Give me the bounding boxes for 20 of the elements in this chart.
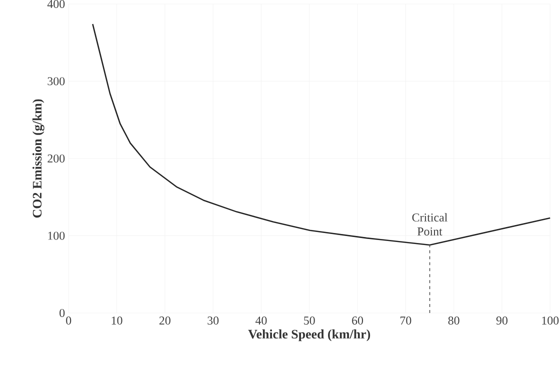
x-tick-label: 100: [542, 316, 559, 325]
x-tick-label: 0: [66, 316, 72, 325]
y-tick-label: 0: [60, 308, 65, 318]
x-tick-label: 20: [159, 316, 170, 325]
y-tick-label: 300: [48, 77, 65, 86]
x-tick-label: 80: [448, 316, 460, 325]
annotation: Critical Point: [412, 213, 448, 236]
x-tick-label: 60: [352, 316, 364, 325]
line-series: [92, 23, 551, 246]
x-tick-label: 50: [304, 316, 315, 325]
x-tick-label: 10: [112, 316, 122, 325]
y-tick-label: 400: [47, 0, 65, 8]
x-axis-title: Vehicle Speed (km/hr): [248, 329, 370, 342]
y-tick-label: 100: [48, 232, 65, 240]
x-tick-label: 30: [208, 316, 219, 325]
y-tick-label: 200: [48, 154, 65, 163]
x-tick-label: 70: [400, 316, 412, 325]
y-axis-title: CO2 Emission (g/km): [32, 99, 44, 218]
x-tick-label: 90: [496, 316, 508, 325]
x-tick-label: 40: [255, 316, 267, 325]
